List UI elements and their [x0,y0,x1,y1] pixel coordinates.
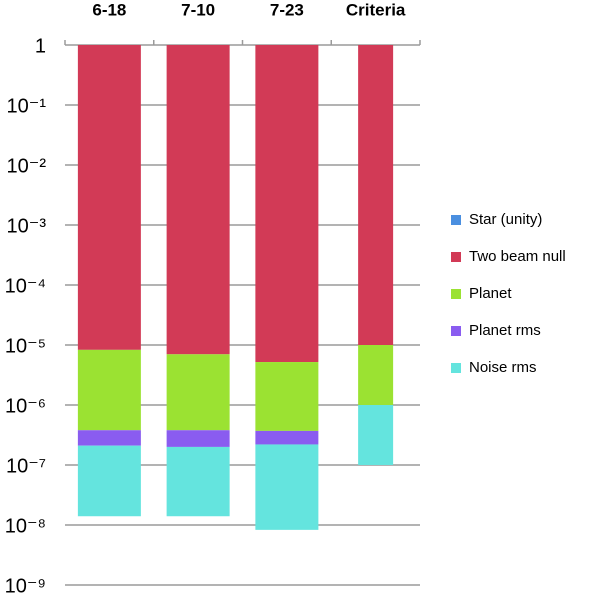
legend-label: Planet [469,285,512,302]
legend-swatch [451,252,461,262]
bar-segment [77,349,141,431]
legend-swatch [451,289,461,299]
bar-segment [358,345,394,405]
y-tick-label: 10⁻¹ [7,95,47,117]
y-tick-label: 10⁻² [7,155,47,177]
bar-segment [166,446,230,517]
bar-segment [358,405,394,465]
legend-label: Noise rms [469,359,537,376]
category-label: Criteria [346,0,406,19]
y-tick-label: 10⁻³ [7,215,47,237]
category-label: 6-18 [92,0,126,19]
legend-label: Planet rms [469,322,541,339]
legend-label: Star (unity) [469,211,542,228]
bar-segment [77,430,141,446]
legend-swatch [451,363,461,373]
bar-segment [77,45,141,350]
y-tick-label: 10⁻⁸ [5,515,46,537]
legend-label: Two beam null [469,248,566,265]
y-tick-label: 1 [35,35,46,57]
y-tick-label: 10⁻⁴ [5,275,46,297]
legend-swatch [451,215,461,225]
category-label: 7-23 [270,0,304,19]
bar-segment [166,430,230,447]
bar-segment [77,445,141,517]
bar-segment [166,354,230,431]
y-tick-label: 10⁻⁶ [5,395,46,417]
bar-segment [255,444,319,530]
bar-segment [255,362,319,431]
legend-swatch [451,326,461,336]
category-label: 7-10 [181,0,215,19]
bar-segment [255,430,319,445]
y-tick-label: 10⁻⁵ [5,335,46,357]
y-tick-label: 10⁻⁹ [5,575,46,597]
bar-segment [166,45,230,355]
bar-segment [358,45,394,345]
y-tick-label: 10⁻⁷ [6,455,46,477]
bar-segment [255,45,319,363]
